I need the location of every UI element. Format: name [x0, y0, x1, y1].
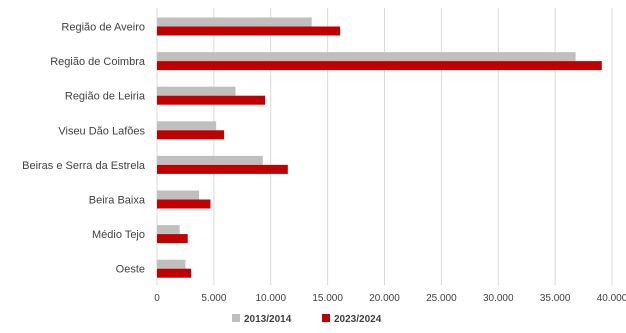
x-tick-label: 40.000: [597, 293, 626, 304]
category-label: Região de Aveiro: [61, 22, 145, 34]
bar-series-1: [157, 190, 200, 200]
bar-series-1: [157, 86, 236, 96]
legend-label: 2013/2014: [244, 314, 292, 325]
bar-series-2: [157, 199, 211, 209]
bar-series-1: [157, 225, 180, 235]
bar-series-2: [157, 95, 266, 105]
x-tick-label: 35.000: [540, 293, 571, 304]
bar-series-1: [157, 52, 576, 62]
category-label: Beiras e Serra da Estrela: [22, 160, 146, 172]
x-tick-label: 20.000: [369, 293, 400, 304]
category-label: Médio Tejo: [92, 229, 145, 241]
bar-series-1: [157, 155, 263, 165]
legend-swatch: [232, 314, 240, 322]
x-tick-label: 0: [154, 293, 160, 304]
x-tick-label: 15.000: [312, 293, 343, 304]
legend: 2013/2014 2023/2024: [232, 314, 382, 325]
bar-series-1: [157, 121, 217, 131]
bar-series-2: [157, 164, 288, 174]
x-tick-label: 5.000: [201, 293, 226, 304]
category-label: Região de Leiria: [65, 91, 146, 103]
x-tick-labels: 0 5.000 10.000 15.000 20.000 25.000 30.000 35.0…: [154, 293, 626, 304]
legend-label: 2023/2024: [334, 314, 382, 325]
legend-swatch: [322, 314, 330, 322]
x-tick-label: 30.000: [483, 293, 514, 304]
bar-series-2: [157, 130, 225, 140]
category-label: Viseu Dão Lafões: [58, 125, 145, 137]
gridlines: [156, 8, 613, 285]
category-labels: Região de Aveiro Região de Coimbra Região …: [22, 22, 146, 276]
category-label: Beira Baixa: [89, 195, 146, 207]
bar-series-1: [157, 17, 312, 27]
x-tick-label: 25.000: [426, 293, 457, 304]
category-label: Oeste: [116, 264, 145, 276]
bar-series-2: [157, 234, 188, 244]
category-label: Região de Coimbra: [50, 56, 146, 68]
bar-series-2: [157, 26, 341, 36]
bar-series-2: [157, 268, 192, 278]
bar-series-1: [157, 259, 186, 269]
bars: [157, 17, 602, 278]
x-tick-label: 10.000: [255, 293, 286, 304]
bar-series-2: [157, 61, 602, 71]
